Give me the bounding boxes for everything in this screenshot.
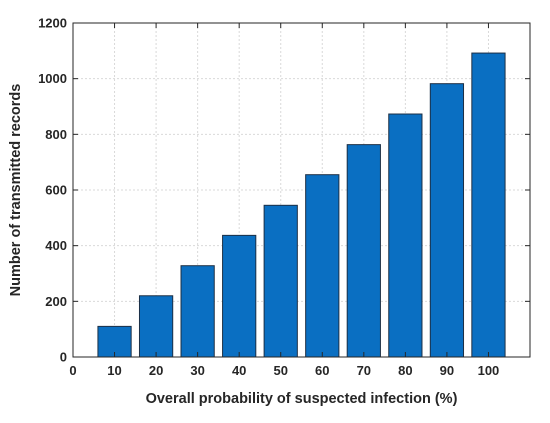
- bar-60: [305, 174, 340, 358]
- y-axis-title: Number of transmitted records: [8, 84, 24, 297]
- x-tick-label: 90: [440, 363, 454, 378]
- bar-30: [180, 265, 215, 358]
- y-tick-label: 200: [45, 294, 67, 309]
- x-tick-label: 70: [357, 363, 371, 378]
- y-tick-label: 400: [45, 238, 67, 253]
- x-tick-label: 0: [69, 363, 76, 378]
- x-tick-label: 50: [273, 363, 287, 378]
- x-tick-label: 10: [107, 363, 121, 378]
- x-tick-labels: 0 10 20 30 40 50 60 70 80 90 100: [69, 363, 499, 378]
- y-tick-label: 1000: [38, 71, 67, 86]
- y-tick-label: 600: [45, 183, 67, 198]
- x-tick-label: 80: [398, 363, 412, 378]
- bar-100: [471, 52, 506, 358]
- bar-40: [222, 234, 257, 358]
- y-tick-labels: 0 200 400 600 800 1000 1200: [38, 16, 67, 365]
- bar-70: [346, 144, 381, 358]
- x-tick-label: 30: [190, 363, 204, 378]
- axes: [72, 22, 531, 358]
- x-tick-label: 20: [149, 363, 163, 378]
- bars: [97, 52, 506, 358]
- y-tick-label: 0: [60, 350, 67, 365]
- x-axis-title: Overall probability of suspected infecti…: [146, 391, 458, 407]
- bar-20: [138, 295, 174, 358]
- bar-90: [429, 83, 465, 358]
- x-tick-label: 100: [478, 363, 500, 378]
- y-tick-label: 800: [45, 127, 67, 142]
- bar-80: [388, 113, 423, 358]
- x-tick-label: 60: [315, 363, 329, 378]
- bar-50: [263, 204, 298, 358]
- bar-10: [97, 325, 132, 358]
- x-tick-label: 40: [232, 363, 246, 378]
- y-tick-label: 1200: [38, 16, 67, 31]
